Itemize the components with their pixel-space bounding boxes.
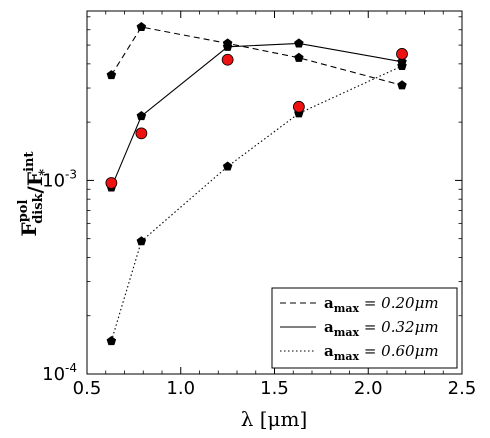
series-line-2 xyxy=(110,42,403,188)
observation-markers xyxy=(105,48,408,189)
legend-box xyxy=(271,287,458,369)
legend: amax = 0.20μm amax = 0.32μm amax = 0.60μm xyxy=(271,287,458,369)
series-3-point xyxy=(136,236,147,246)
legend-entry-label: amax = 0.60μm xyxy=(324,342,439,363)
series-3-point xyxy=(106,336,117,346)
x-tick-label: 2.0 xyxy=(354,378,383,399)
observation-point xyxy=(135,127,148,140)
y-tick-label: 10-3 xyxy=(42,167,77,191)
axes: 0.5 1.0 1.5 2.0 2.5 10-4 10-3 xyxy=(42,10,477,399)
series-1-point xyxy=(397,80,407,90)
series-3-point xyxy=(222,161,233,171)
series-1-point xyxy=(294,52,304,62)
legend-entry-label: amax = 0.20μm xyxy=(324,294,439,315)
series-3-point xyxy=(397,60,407,71)
y-axis-label: Fpoldisk/Fint* xyxy=(16,152,52,237)
series-2-point xyxy=(136,111,147,121)
series-1-point xyxy=(106,70,117,80)
series-line-1 xyxy=(110,26,403,86)
series-2-point xyxy=(222,41,233,51)
x-tick-label: 2.5 xyxy=(448,378,477,399)
observation-point xyxy=(105,177,118,189)
y-axis-label-text: Fpoldisk/Fint* xyxy=(16,152,52,237)
legend-entry-label: amax = 0.32μm xyxy=(324,318,439,339)
observation-point xyxy=(221,53,234,66)
series-line-3 xyxy=(110,65,403,342)
x-tick-label: 1.5 xyxy=(260,378,289,399)
x-tick-label: 0.5 xyxy=(73,378,102,399)
observation-point xyxy=(292,100,305,113)
series-2-point xyxy=(294,38,304,48)
x-axis-label: λ [μm] xyxy=(241,407,308,431)
observation-point xyxy=(396,48,408,60)
x-tick-label: 1.0 xyxy=(166,378,195,399)
series-1-point xyxy=(136,22,147,32)
y-tick-label: 10-4 xyxy=(42,361,77,385)
